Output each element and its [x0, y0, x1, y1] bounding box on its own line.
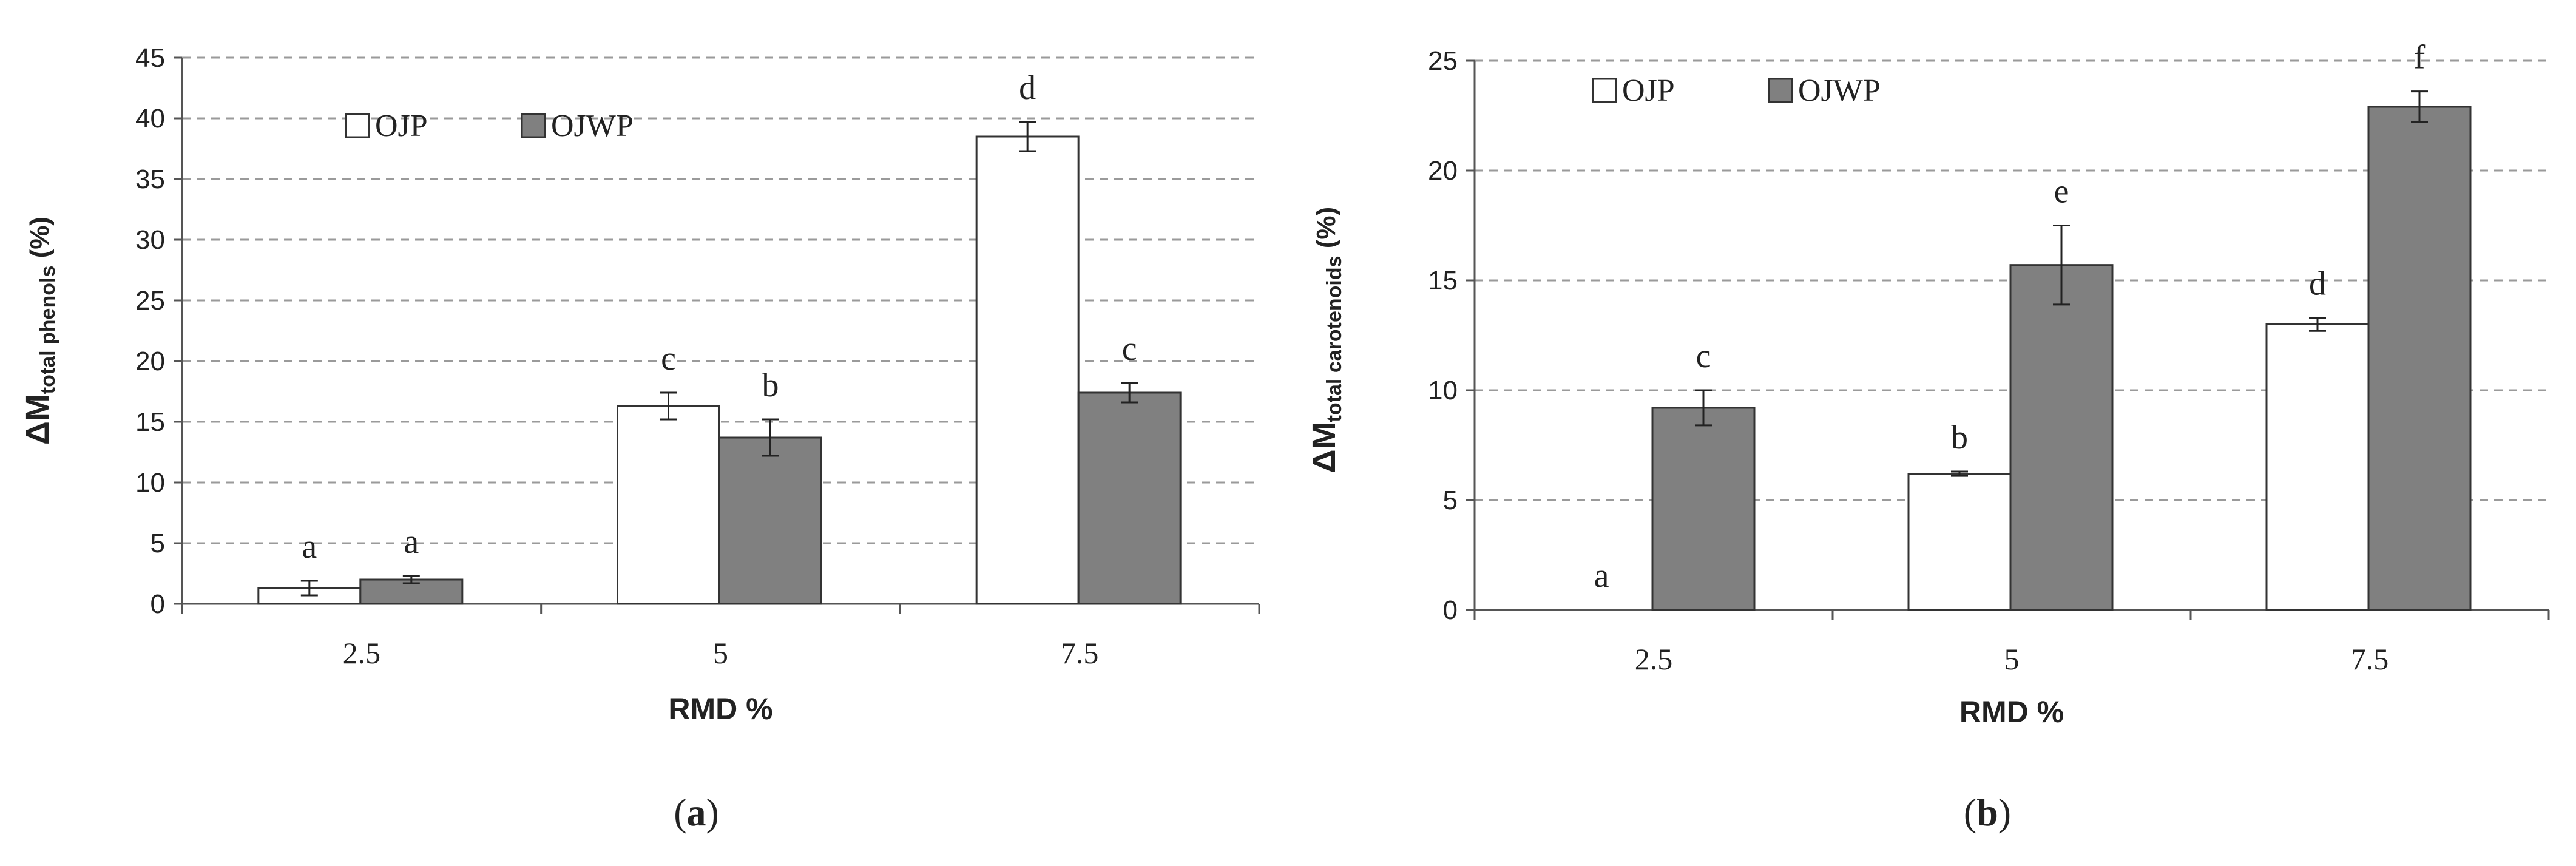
significance-letter: f — [2414, 39, 2426, 76]
significance-letter: b — [1951, 419, 1968, 456]
panel-label: (b) — [1964, 791, 2011, 834]
bar-ojwp — [2009, 264, 2114, 611]
significance-letter: a — [1594, 557, 1609, 595]
x-tick-label: 2.5 — [343, 636, 381, 670]
significance-letter: d — [2309, 265, 2326, 303]
legend-label-ojwp: OJWP — [1798, 73, 1881, 108]
legend-swatch-ojp — [345, 113, 370, 138]
y-tick-label: 40 — [135, 104, 165, 134]
x-tick-label: 2.5 — [1635, 642, 1673, 676]
x-tick-label: 5 — [713, 636, 728, 670]
significance-letter: e — [2054, 173, 2069, 211]
y-tick-label: 15 — [135, 407, 165, 437]
y-tick-label: 0 — [1443, 595, 1458, 625]
x-tick-label: 5 — [2004, 642, 2020, 676]
y-axis-label: ΔMtotal carotenoids (%) — [1306, 207, 1346, 473]
y-tick-label: 10 — [1428, 376, 1458, 405]
significance-letter: a — [302, 528, 317, 566]
legend-swatch-ojwp — [1768, 78, 1793, 103]
y-tick-label: 25 — [1428, 46, 1458, 76]
bar-ojwp — [718, 436, 822, 605]
y-tick-label: 25 — [135, 286, 165, 316]
x-tick-label: 7.5 — [1061, 636, 1099, 670]
chart-total-carotenoids: 0 5 10 15 20 25 2.5 a c 5 b e 7.5 d f OJP OJWP ΔMtotal ca… — [1306, 39, 2550, 834]
y-axis-label: ΔMtotal phenols (%) — [19, 217, 59, 445]
legend-swatch-ojwp — [521, 113, 546, 138]
legend-swatch-ojp — [1592, 78, 1617, 103]
x-tick-label: 7.5 — [2351, 642, 2389, 676]
y-tick-label: 35 — [135, 164, 165, 194]
y-tick-label: 45 — [135, 43, 165, 73]
y-tick-label: 30 — [135, 225, 165, 255]
x-axis-label: RMD % — [668, 692, 772, 726]
y-tick-label: 15 — [1428, 266, 1458, 296]
y-tick-label: 20 — [135, 347, 165, 376]
y-tick-label: 0 — [150, 589, 165, 619]
legend-label-ojwp: OJWP — [551, 109, 634, 143]
y-tick-label: 5 — [150, 529, 165, 558]
panel-label: (a) — [674, 791, 719, 834]
x-axis-label: RMD % — [1959, 695, 2064, 729]
chart-total-phenols: 0 5 10 15 20 25 30 35 40 45 2.5 a a 5 c b 7.5 d c OJP OJWP ΔM… — [19, 43, 1260, 834]
significance-letter: c — [661, 340, 676, 377]
y-tick-label: 20 — [1428, 156, 1458, 186]
significance-letter: c — [1696, 337, 1711, 375]
bar-ojp — [975, 135, 1080, 605]
bar-ojp — [1907, 473, 2012, 611]
bar-ojp — [617, 405, 720, 605]
bar-ojwp — [1651, 407, 1756, 611]
significance-letter: c — [1122, 330, 1137, 368]
legend-label-ojp: OJP — [375, 109, 428, 143]
y-tick-label: 5 — [1443, 485, 1458, 515]
legend-label-ojp: OJP — [1622, 73, 1675, 108]
bar-ojwp — [1077, 391, 1182, 605]
significance-letter: b — [762, 367, 779, 404]
bar-ojp — [2265, 323, 2370, 611]
significance-letter: d — [1019, 69, 1036, 107]
y-tick-label: 10 — [135, 468, 165, 498]
bar-ojwp — [2367, 106, 2472, 611]
significance-letter: a — [404, 523, 419, 561]
